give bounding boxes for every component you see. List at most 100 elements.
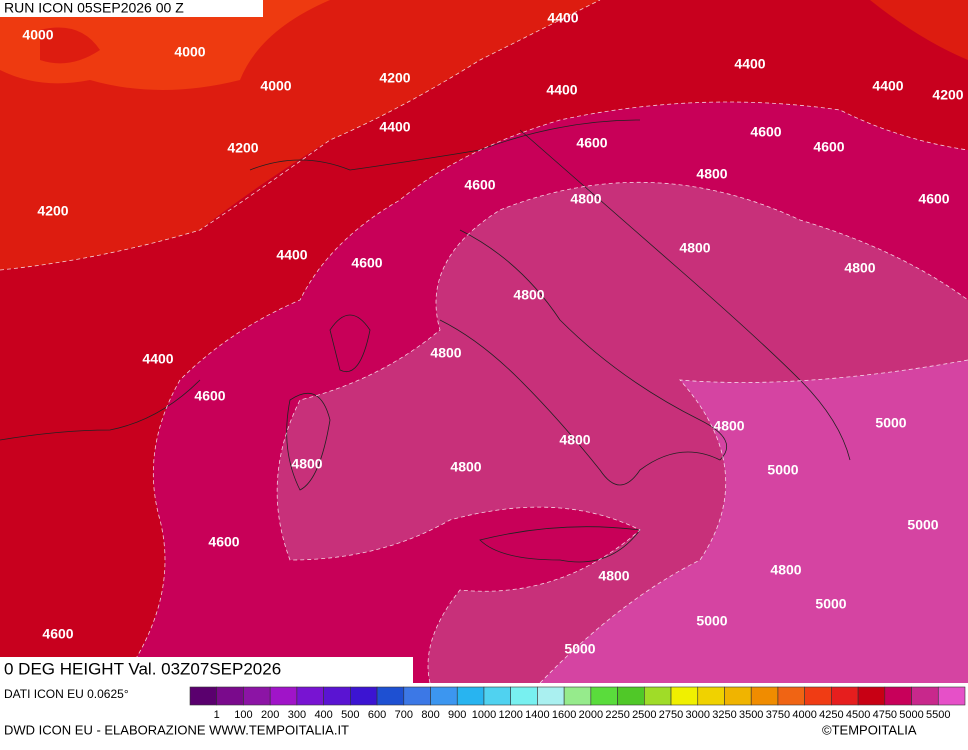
footer-brand: ©TEMPOITALIA bbox=[822, 722, 917, 737]
contour-label: 4800 bbox=[679, 240, 710, 256]
colorbar-label: 500 bbox=[341, 709, 359, 721]
colorbar-swatch bbox=[296, 686, 324, 706]
colorbar-label: 2000 bbox=[579, 709, 603, 721]
contour-label: 4000 bbox=[174, 44, 205, 60]
contour-label: 5000 bbox=[875, 415, 906, 431]
contour-label: 4000 bbox=[260, 78, 291, 94]
colorbar-swatch bbox=[563, 686, 592, 706]
colorbar-swatch bbox=[243, 686, 271, 706]
colorbar-swatch bbox=[670, 686, 699, 706]
contour-label: 4400 bbox=[379, 119, 410, 135]
contour-label: 4600 bbox=[918, 191, 949, 207]
map-title-box bbox=[0, 657, 413, 683]
colorbar-label: 5500 bbox=[926, 709, 950, 721]
colorbar-label: 1000 bbox=[472, 709, 496, 721]
colorbar-swatch bbox=[430, 686, 458, 706]
contour-label: 4400 bbox=[142, 351, 173, 367]
contour-label: 4800 bbox=[844, 260, 875, 276]
contour-label: 4600 bbox=[750, 124, 781, 140]
colorbar-swatch bbox=[857, 686, 886, 706]
footer-credit: DWD ICON EU - ELABORAZIONE WWW.TEMPOITAL… bbox=[4, 722, 349, 737]
colorbar-label: 100 bbox=[234, 709, 252, 721]
contour-label: 4600 bbox=[813, 139, 844, 155]
colorbar-swatch bbox=[804, 686, 832, 706]
colorbar-swatch bbox=[216, 686, 244, 706]
contour-label: 4800 bbox=[559, 432, 590, 448]
contour-label: 5000 bbox=[696, 613, 727, 629]
colorbar-label: 3250 bbox=[712, 709, 736, 721]
contour-label: 4600 bbox=[464, 177, 495, 193]
colorbar-label: 4250 bbox=[819, 709, 843, 721]
contour-label: 4400 bbox=[276, 247, 307, 263]
contour-label: 5000 bbox=[564, 641, 595, 657]
contour-label: 4600 bbox=[42, 626, 73, 642]
colorbar-label: 1600 bbox=[552, 709, 576, 721]
colorbar-swatch bbox=[831, 686, 859, 706]
contour-label: 5000 bbox=[767, 462, 798, 478]
contour-label: 4800 bbox=[696, 166, 727, 182]
colorbar-label: 300 bbox=[288, 709, 306, 721]
colorbar-swatch bbox=[510, 686, 538, 706]
colorbar-label: 3500 bbox=[739, 709, 763, 721]
colorbar-swatch bbox=[644, 686, 672, 706]
contour-label: 4800 bbox=[430, 345, 461, 361]
colorbar-label: 2750 bbox=[659, 709, 683, 721]
colorbar-label: 3750 bbox=[766, 709, 790, 721]
colorbar-swatch bbox=[724, 686, 752, 706]
legend-source: DATI ICON EU 0.0625° bbox=[4, 687, 129, 701]
colorbar-label: 4750 bbox=[873, 709, 897, 721]
colorbar-label: 2250 bbox=[605, 709, 629, 721]
contour-label: 5000 bbox=[907, 517, 938, 533]
header-box bbox=[0, 0, 263, 17]
colorbar-swatch bbox=[937, 686, 966, 706]
contour-label: 4800 bbox=[291, 456, 322, 472]
colorbar-swatch bbox=[483, 686, 511, 706]
contour-label: 4800 bbox=[598, 568, 629, 584]
contour-label: 4200 bbox=[37, 203, 68, 219]
colorbar-swatch bbox=[456, 686, 485, 706]
colorbar-label: 5000 bbox=[899, 709, 923, 721]
contour-label: 4200 bbox=[932, 87, 963, 103]
map-title: 0 DEG HEIGHT Val. 03Z07SEP2026 bbox=[4, 659, 281, 678]
colorbar-swatch bbox=[537, 686, 565, 706]
contour-label: 4200 bbox=[227, 140, 258, 156]
contour-label: 4400 bbox=[872, 78, 903, 94]
contour-label: 4800 bbox=[450, 459, 481, 475]
colorbar-label: 200 bbox=[261, 709, 279, 721]
contour-label: 4400 bbox=[734, 56, 765, 72]
colorbar-label: 400 bbox=[314, 709, 332, 721]
contour-label: 4800 bbox=[570, 191, 601, 207]
colorbar-swatch bbox=[697, 686, 725, 706]
colorbar-swatch bbox=[617, 686, 645, 706]
contour-label: 4600 bbox=[351, 255, 382, 271]
contour-label: 4000 bbox=[22, 27, 53, 43]
colorbar-swatch bbox=[750, 686, 779, 706]
map-background bbox=[0, 0, 968, 684]
colorbar-swatch bbox=[376, 686, 405, 706]
colorbar-label: 600 bbox=[368, 709, 386, 721]
contour-label: 4800 bbox=[713, 418, 744, 434]
colorbar-swatch bbox=[884, 686, 912, 706]
colorbar-swatch bbox=[777, 686, 805, 706]
header-title: RUN ICON 05SEP2026 00 Z bbox=[4, 0, 184, 16]
colorbar-swatch bbox=[911, 686, 939, 706]
contour-label: 4600 bbox=[576, 135, 607, 151]
colorbar-label: 1200 bbox=[498, 709, 522, 721]
colorbar-label: 800 bbox=[421, 709, 439, 721]
colorbar-swatch bbox=[189, 686, 218, 706]
colorbar-swatch bbox=[590, 686, 618, 706]
colorbar-label: 1 bbox=[214, 709, 220, 721]
colorbar-label: 2500 bbox=[632, 709, 656, 721]
colorbar-swatch bbox=[350, 686, 378, 706]
colorbar-label: 4500 bbox=[846, 709, 870, 721]
colorbar-swatch bbox=[323, 686, 351, 706]
contour-label: 4200 bbox=[379, 70, 410, 86]
colorbar-label: 700 bbox=[395, 709, 413, 721]
contour-label: 4400 bbox=[546, 82, 577, 98]
contour-label: 4400 bbox=[547, 10, 578, 26]
colorbar-label: 3000 bbox=[686, 709, 710, 721]
colorbar-swatch bbox=[269, 686, 298, 706]
contour-label: 4600 bbox=[194, 388, 225, 404]
contour-label: 4800 bbox=[513, 287, 544, 303]
